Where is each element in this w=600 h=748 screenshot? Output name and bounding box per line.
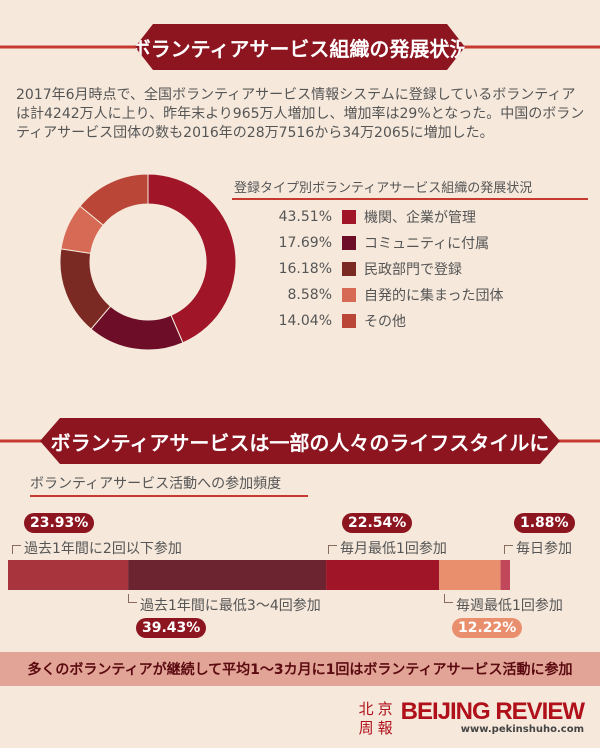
- segment-percent-badge: 1.88%: [514, 513, 575, 533]
- legend-percent: 16.18%: [278, 261, 332, 277]
- donut-slice: [147, 173, 237, 344]
- logo-seal-char: 周: [358, 719, 374, 737]
- segment-label: 毎日参加: [516, 541, 572, 557]
- beijing-review-logo: 北 京 周 報 BEIJING REVIEW www.pekinshuho.co…: [357, 698, 585, 738]
- legend-swatch: [342, 210, 356, 224]
- legend-swatch: [342, 236, 356, 250]
- legend-item: 16.18% 民政部門で登録: [234, 259, 462, 279]
- segment-connector: [504, 545, 513, 554]
- logo-seal-char: 報: [377, 719, 393, 737]
- bar-title-rule: [30, 495, 308, 497]
- bar-segment: [500, 560, 510, 590]
- legend-item: 17.69% コミュニティに付属: [234, 233, 490, 253]
- logo-url: www.pekinshuho.com: [460, 724, 584, 735]
- segment-connector: [12, 545, 21, 554]
- logo-seal-char: 京: [377, 700, 393, 718]
- section2-heading: ボランティアサービスは一部の人々のライフスタイルに: [40, 418, 560, 464]
- segment-label: 過去1年間に最低3～4回参加: [140, 598, 321, 614]
- segment-connector: [444, 594, 453, 603]
- donut-chart-title: 登録タイプ別ボランティアサービス組織の発展状況: [234, 181, 533, 196]
- logo-name: BEIJING REVIEW: [400, 698, 585, 725]
- segment-percent-badge: 23.93%: [24, 513, 95, 533]
- intro-paragraph: 2017年6月時点で、全国ボランティアサービス情報システムに登録しているボランテ…: [16, 87, 585, 141]
- conclusion-banner: 多くのボランティアが継続して平均1～3カ月に1回はボランティアサービス活動に参加: [0, 652, 600, 686]
- legend-label: 自発的に集まった団体: [364, 288, 504, 304]
- legend-label: 機関、企業が管理: [364, 210, 476, 226]
- segment-percent-badge: 22.54%: [342, 513, 413, 533]
- legend-percent: 17.69%: [278, 235, 332, 251]
- legend-label: その他: [364, 314, 406, 330]
- section1-heading: ボランティアサービス組織の発展状況: [135, 24, 465, 70]
- bar-chart-title: ボランティアサービス活動への参加頻度: [30, 476, 282, 492]
- segment-label: 過去1年間に2回以下参加: [24, 541, 182, 557]
- bar-segment: [326, 560, 440, 590]
- donut-title-rule: [232, 198, 588, 200]
- bar-segment: [8, 560, 129, 590]
- segment-connector: [128, 594, 137, 603]
- segment-label: 毎週最低1回参加: [456, 598, 563, 614]
- legend-swatch: [342, 314, 356, 328]
- donut-chart: [59, 173, 237, 351]
- donut-slice: [79, 173, 149, 226]
- legend-percent: 43.51%: [278, 209, 332, 225]
- segment-percent-badge: 12.22%: [452, 618, 523, 638]
- segment-percent-badge: 39.43%: [136, 618, 207, 638]
- bar-segment: [128, 560, 327, 590]
- legend-item: 14.04% その他: [234, 311, 406, 331]
- legend-item: 43.51% 機関、企業が管理: [234, 207, 476, 227]
- segment-label: 毎月最低1回参加: [340, 541, 447, 557]
- logo-seal-char: 北: [358, 700, 374, 718]
- legend-label: 民政部門で登録: [364, 262, 462, 278]
- logo-seal: 北 京 周 報: [357, 700, 395, 738]
- legend-label: コミュニティに付属: [364, 236, 490, 252]
- legend-percent: 14.04%: [278, 313, 332, 329]
- legend-swatch: [342, 288, 356, 302]
- legend-percent: 8.58%: [287, 287, 332, 303]
- segment-connector: [328, 545, 337, 554]
- section1-banner: ボランティアサービス組織の発展状況: [0, 24, 600, 70]
- bar-segment: [439, 560, 501, 590]
- legend-item: 8.58% 自発的に集まった団体: [234, 285, 504, 305]
- section2-banner: ボランティアサービスは一部の人々のライフスタイルに: [0, 418, 600, 464]
- frequency-bar-chart: [8, 560, 510, 590]
- legend-swatch: [342, 262, 356, 276]
